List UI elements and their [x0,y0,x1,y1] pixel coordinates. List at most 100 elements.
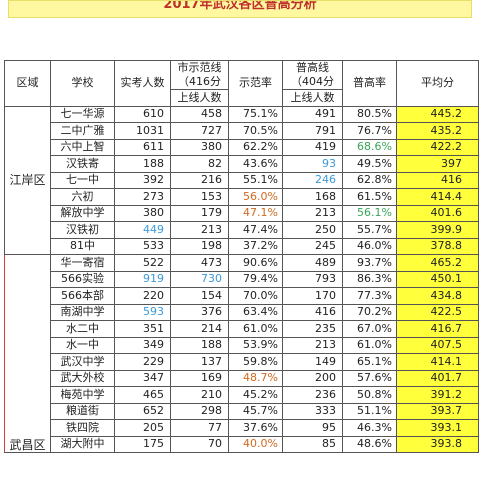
average-cell: 416.7 [396,320,479,338]
school-cell: 粮道街 [50,402,115,420]
header-general-rate: 普高率 [342,60,397,107]
actual-cell: 652 [114,402,171,420]
school-cell: 二中广雅 [50,122,115,140]
average-cell: 422.5 [396,303,479,321]
score-table: 区域 学校 实考人数 市示范线 （416分 示范率 普高线 （404分 普高率 … [4,60,479,453]
city-count-cell: 458 [170,105,229,123]
average-cell: 393.7 [396,402,479,420]
table-row: 二中广雅 1031 727 70.5% 791 76.7% 435.2 [5,122,479,140]
city-rate-cell: 61.0% [228,320,283,338]
table-row: 六中上智 611 380 62.2% 419 68.6% 422.2 [5,138,479,156]
actual-cell: 349 [114,336,171,354]
city-count-cell: 730 [170,270,229,288]
header-general-line-score: （404分 [291,75,334,88]
general-rate-cell: 50.8% [342,386,397,404]
actual-cell: 351 [114,320,171,338]
general-count-cell: 419 [282,138,343,156]
title-banner: 2017年武汉各区普高分析 [8,0,472,18]
general-rate-cell: 70.2% [342,303,397,321]
school-cell: 水二中 [50,320,115,338]
school-cell: 566实验 [50,270,115,288]
average-cell: 450.1 [396,270,479,288]
table-row: 南湖中学 593 376 63.4% 416 70.2% 422.5 [5,303,479,321]
city-rate-cell: 45.2% [228,386,283,404]
actual-cell: 347 [114,369,171,387]
school-cell: 六中上智 [50,138,115,156]
average-cell: 416 [396,171,479,189]
table-row: 武汉中学 229 137 59.8% 149 65.1% 414.1 [5,353,479,371]
general-count-cell: 235 [282,320,343,338]
general-rate-cell: 55.7% [342,221,397,239]
table-row: 水一中 349 188 53.9% 213 61.0% 407.5 [5,336,479,354]
average-cell: 407.5 [396,336,479,354]
city-count-cell: 82 [170,155,229,173]
table-row: 六初 273 153 56.0% 168 61.5% 414.4 [5,188,479,206]
banner-title: 2017年武汉各区普高分析 [163,0,317,12]
header-general-line-title: 普高线 [296,61,329,75]
table-row: 武大外校 347 169 48.7% 200 57.6% 401.7 [5,369,479,387]
table-row: 566实验 919 730 79.4% 793 86.3% 450.1 [5,270,479,288]
city-count-cell: 380 [170,138,229,156]
actual-cell: 175 [114,435,171,453]
city-rate-cell: 37.2% [228,237,283,255]
header-city-line-count: 上线人数 [170,89,229,107]
general-rate-cell: 48.6% [342,435,397,453]
school-cell: 七一中 [50,171,115,189]
average-cell: 399.9 [396,221,479,239]
table-row: 七一中 392 216 55.1% 246 62.8% 416 [5,171,479,189]
city-rate-cell: 45.7% [228,402,283,420]
header-school: 学校 [50,60,115,107]
city-rate-cell: 56.0% [228,188,283,206]
city-count-cell: 153 [170,188,229,206]
school-cell: 七一华源 [50,105,115,123]
header-actual: 实考人数 [114,60,171,107]
table-row: 铁四院 205 77 37.6% 95 46.3% 393.1 [5,419,479,437]
city-rate-cell: 43.6% [228,155,283,173]
general-rate-cell: 61.0% [342,336,397,354]
actual-cell: 188 [114,155,171,173]
general-rate-cell: 67.0% [342,320,397,338]
actual-cell: 449 [114,221,171,239]
school-cell: 华一寄宿 [50,254,115,272]
table-row: 粮道街 652 298 45.7% 333 51.1% 393.7 [5,402,479,420]
general-count-cell: 149 [282,353,343,371]
city-count-cell: 210 [170,386,229,404]
city-count-cell: 137 [170,353,229,371]
general-rate-cell: 80.5% [342,105,397,123]
actual-cell: 611 [114,138,171,156]
average-cell: 422.2 [396,138,479,156]
region-wuchang: 武昌区 [4,254,51,453]
actual-cell: 273 [114,188,171,206]
header-city-line-title: 市示范线 [177,61,222,75]
general-rate-cell: 61.5% [342,188,397,206]
city-count-cell: 213 [170,221,229,239]
school-cell: 湖大附中 [50,435,115,453]
region-jiangan: 江岸区 [4,105,51,255]
general-rate-cell: 62.8% [342,171,397,189]
general-count-cell: 85 [282,435,343,453]
general-count-cell: 213 [282,204,343,222]
average-cell: 397 [396,155,479,173]
general-count-cell: 245 [282,237,343,255]
actual-cell: 1031 [114,122,171,140]
average-cell: 401.7 [396,369,479,387]
school-cell: 梅苑中学 [50,386,115,404]
actual-cell: 522 [114,254,171,272]
general-count-cell: 791 [282,122,343,140]
general-rate-cell: 65.1% [342,353,397,371]
average-cell: 378.8 [396,237,479,255]
city-rate-cell: 79.4% [228,270,283,288]
header-general-line: 普高线 （404分 [282,60,343,90]
general-count-cell: 168 [282,188,343,206]
school-cell: 566本部 [50,287,115,305]
header-region: 区域 [4,60,51,107]
general-count-cell: 213 [282,336,343,354]
city-rate-cell: 75.1% [228,105,283,123]
city-count-cell: 154 [170,287,229,305]
general-count-cell: 200 [282,369,343,387]
general-count-cell: 95 [282,419,343,437]
city-count-cell: 473 [170,254,229,272]
school-cell: 南湖中学 [50,303,115,321]
city-rate-cell: 47.4% [228,221,283,239]
general-count-cell: 93 [282,155,343,173]
